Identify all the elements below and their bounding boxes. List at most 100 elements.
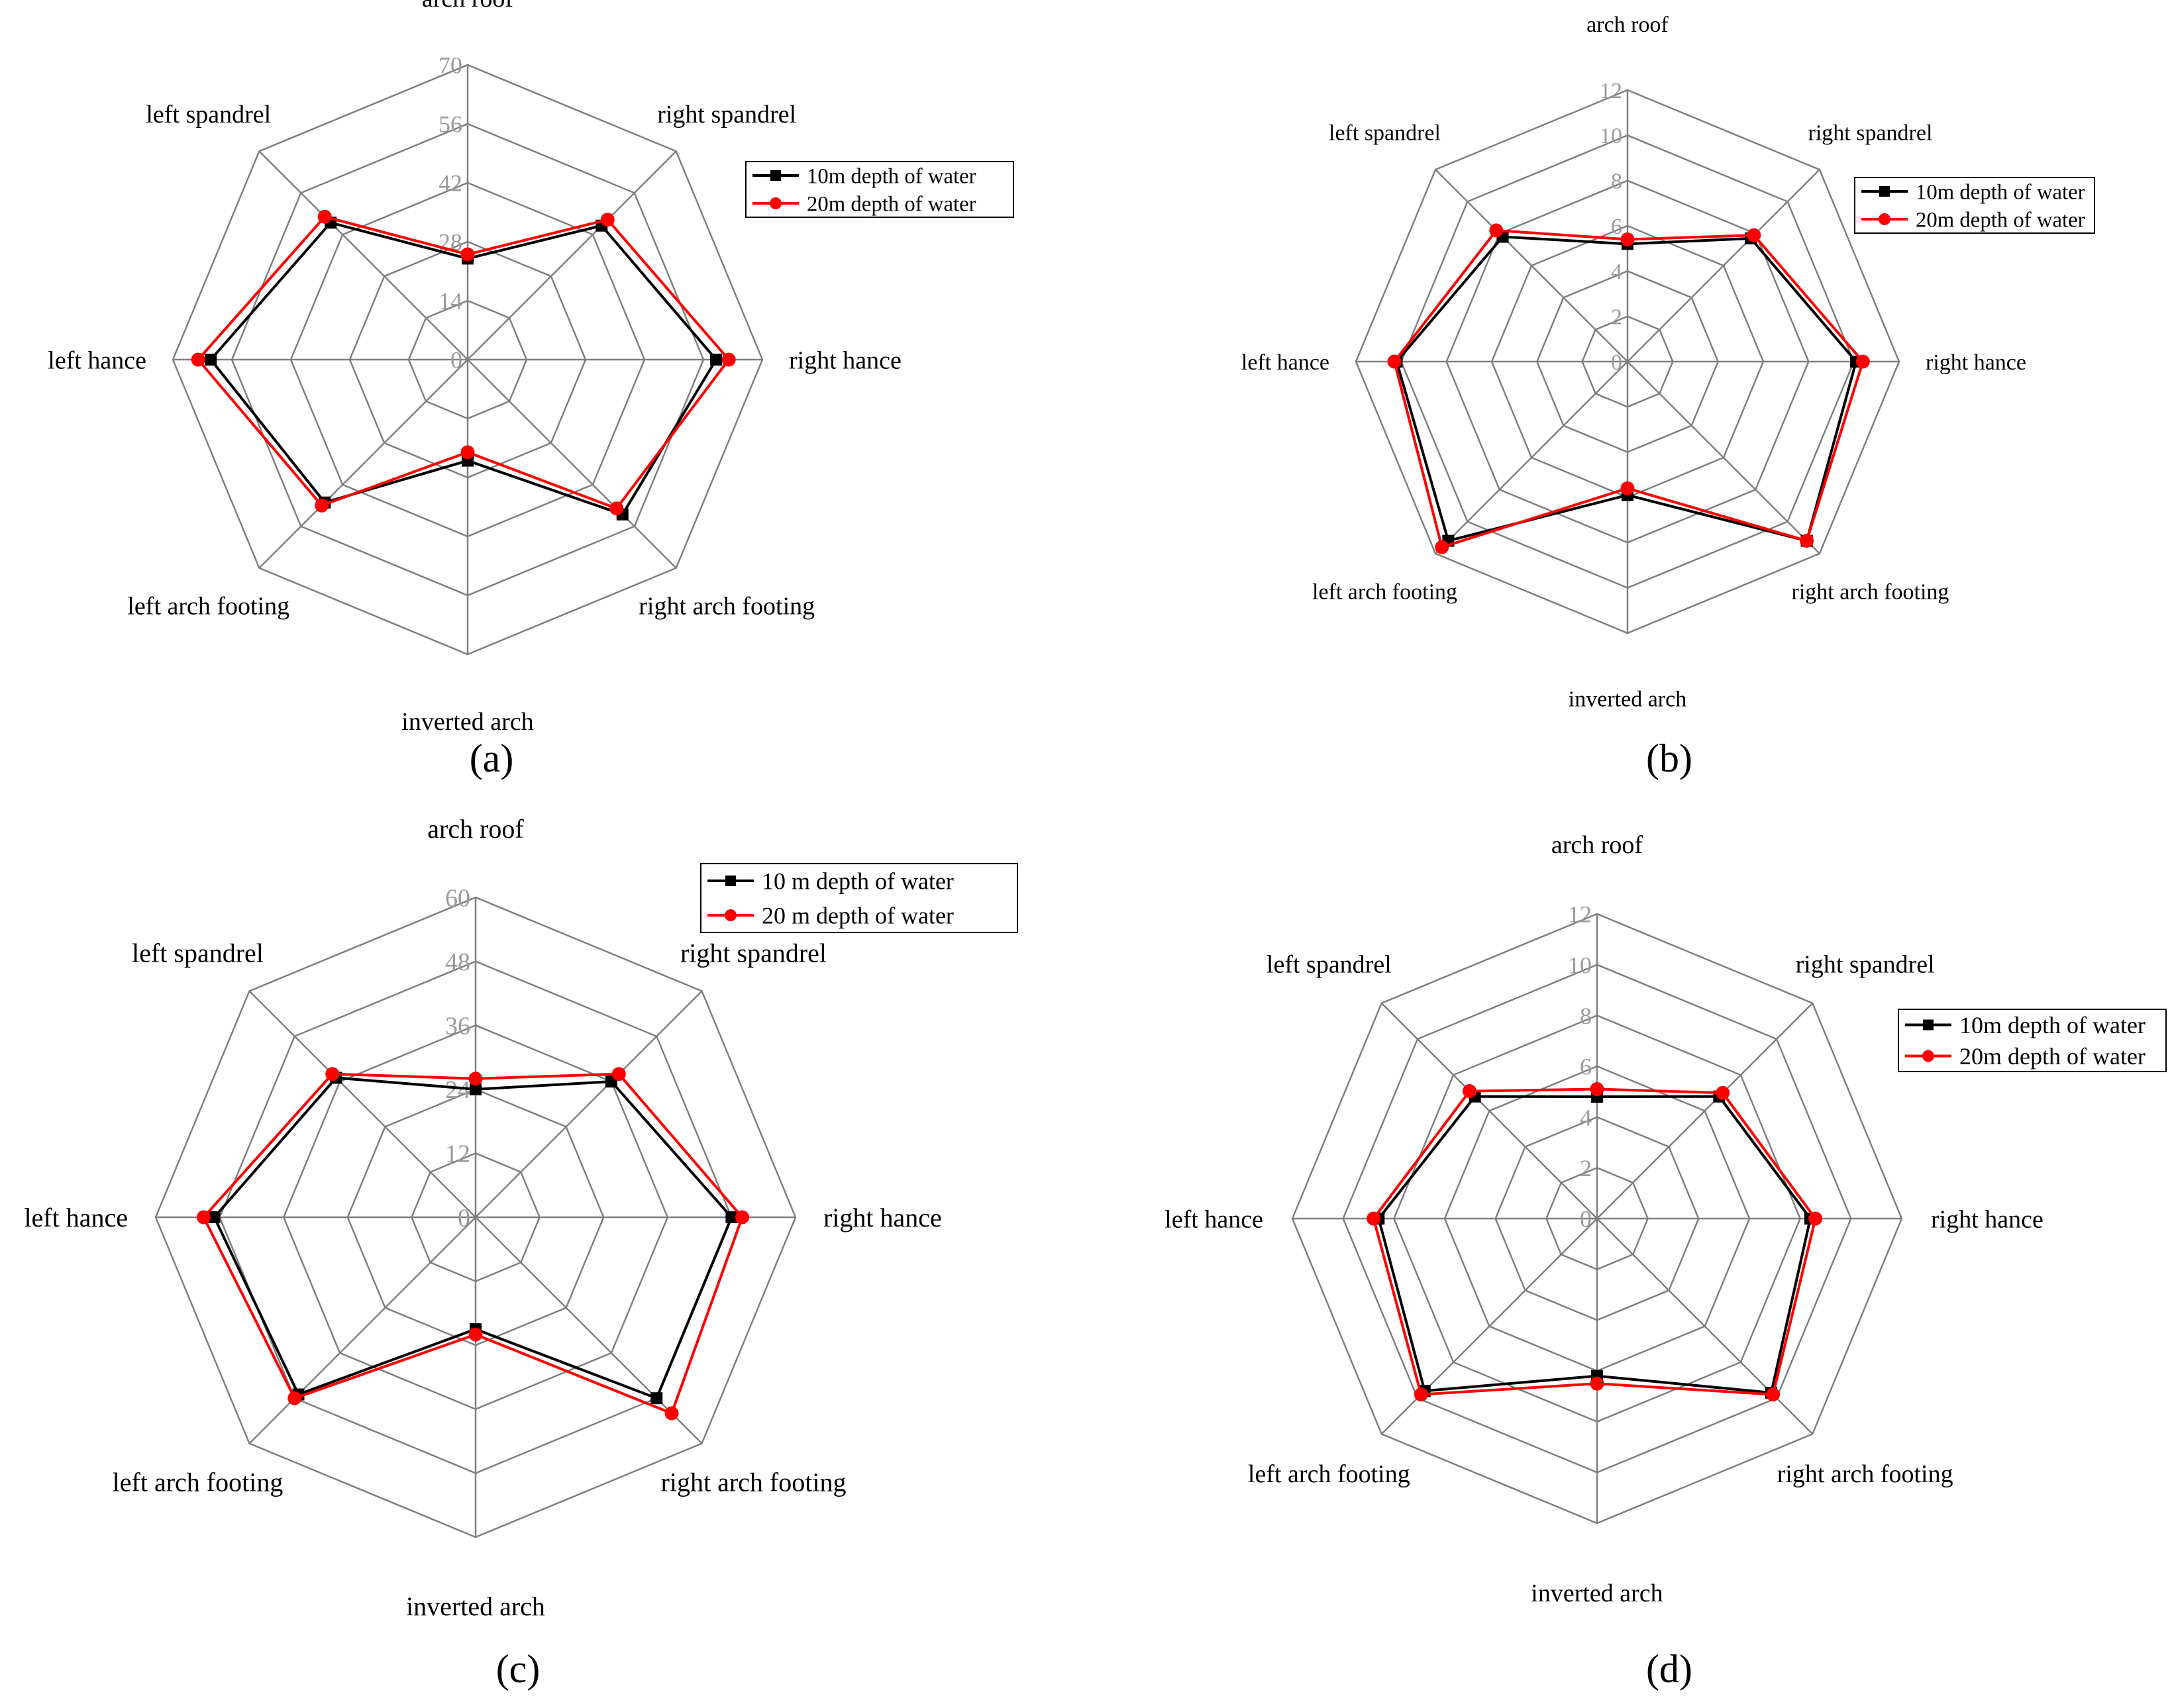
radial-tick-label: 8 — [1611, 170, 1622, 194]
data-point — [725, 1211, 738, 1223]
axis-spoke — [248, 1217, 476, 1444]
data-point — [1387, 354, 1402, 369]
legend-box — [700, 863, 1018, 933]
data-point — [1367, 1211, 1381, 1226]
data-point — [611, 1067, 626, 1081]
data-point — [609, 501, 624, 516]
data-point — [1747, 228, 1761, 242]
axis-spoke — [1380, 1218, 1598, 1435]
legend: 10m depth of water 20m depth of water — [1854, 177, 2095, 234]
data-point — [1800, 534, 1814, 548]
axis-label: right arch footing — [639, 593, 815, 621]
data-point — [460, 445, 475, 460]
data-point — [196, 1210, 211, 1225]
radial-tick-label: 70 — [439, 52, 462, 79]
axis-spoke — [248, 990, 476, 1218]
radial-tick-label: 0 — [458, 1204, 470, 1232]
legend-marker — [1922, 1050, 1934, 1062]
axis-spoke — [1380, 1002, 1598, 1219]
radial-tick-label: 0 — [450, 347, 462, 374]
axis-label: inverted arch — [1531, 1580, 1663, 1607]
axis-label: inverted arch — [1569, 687, 1686, 712]
axis-label: arch roof — [422, 0, 514, 13]
axis-label: right spandrel — [1796, 951, 1935, 979]
radial-tick-label: 0 — [1580, 1206, 1592, 1232]
legend-marker — [1923, 1019, 1934, 1030]
data-point — [664, 1406, 679, 1421]
axis-label: arch roof — [1551, 831, 1643, 859]
radial-tick-label: 60 — [445, 884, 470, 912]
axis-spoke — [258, 150, 468, 360]
radial-tick-label: 48 — [445, 948, 470, 976]
axis-label: left arch footing — [1312, 579, 1457, 604]
legend-entry: 20m depth of water — [807, 192, 976, 216]
data-point — [460, 247, 475, 262]
data-point — [287, 1391, 302, 1405]
data-point — [1620, 232, 1635, 246]
radar-panel-2: 0 2 4 6 8 10 12 arch roof right spandrel right ha… — [1241, 13, 2095, 780]
data-point — [1808, 1211, 1823, 1226]
axis-label: left spandrel — [146, 101, 271, 128]
radial-tick-label: 10 — [1600, 124, 1622, 148]
data-point — [650, 1392, 663, 1405]
axis-label: right spandrel — [680, 938, 827, 968]
axis-label: arch roof — [427, 814, 524, 844]
radial-tick-label: 12 — [1568, 901, 1592, 928]
panel-label: (a) — [470, 736, 514, 780]
axis-spoke — [1596, 1218, 1814, 1435]
data-point — [1414, 1387, 1428, 1402]
axis-spoke — [475, 1217, 703, 1444]
radial-tick-label: 42 — [439, 170, 462, 197]
radial-tick-label: 4 — [1580, 1104, 1592, 1130]
radial-tick-label: 6 — [1611, 215, 1622, 239]
data-point — [1716, 1085, 1730, 1100]
axis-spoke — [467, 150, 677, 360]
legend-entry: 10m depth of water — [807, 164, 976, 188]
axis-label: right hance — [789, 346, 902, 374]
legend-box — [745, 161, 1014, 218]
axis-label: arch roof — [1586, 13, 1669, 37]
legend-box — [1854, 177, 2095, 234]
data-point — [468, 1327, 483, 1342]
legend-entry: 10 m depth of water — [762, 868, 954, 895]
radar-panel-3: 0 12 24 36 48 60 arch roof right spandrel right … — [24, 814, 1018, 1691]
legend-box — [1898, 1009, 2167, 1072]
legend: 10m depth of water 20m depth of water — [1898, 1009, 2167, 1072]
radial-tick-label: 2 — [1611, 305, 1622, 330]
axis-label: left hance — [1241, 350, 1329, 375]
axis-label: left hance — [24, 1203, 128, 1232]
data-point — [1435, 540, 1449, 554]
data-point — [1855, 354, 1870, 369]
radial-tick-label: 0 — [1611, 350, 1622, 375]
data-point — [735, 1210, 749, 1225]
data-point — [600, 213, 615, 227]
legend: 10 m depth of water 20 m depth of water — [700, 863, 1018, 933]
axis-label: right hance — [1931, 1205, 2043, 1233]
panel-label: (c) — [496, 1647, 541, 1691]
axis-label: right hance — [1926, 350, 2026, 375]
axis-label: right hance — [823, 1203, 942, 1232]
data-point — [205, 354, 217, 366]
panel-label: (d) — [1646, 1647, 1692, 1691]
axis-spoke — [475, 990, 703, 1218]
radial-tick-label: 14 — [439, 288, 462, 315]
radial-tick-label: 4 — [1611, 260, 1622, 284]
data-point — [208, 1211, 221, 1223]
axis-label: left arch footing — [127, 593, 289, 621]
axis-spoke — [1435, 169, 1628, 362]
data-point — [1590, 1082, 1604, 1096]
axis-label: left spandrel — [1267, 951, 1392, 979]
axis-label: inverted arch — [401, 708, 533, 736]
axis-label: left arch footing — [1248, 1460, 1410, 1488]
axis-spoke — [467, 359, 677, 569]
data-point — [470, 1083, 482, 1095]
data-point — [1620, 481, 1635, 495]
axis-spoke — [258, 359, 468, 569]
axis-label: left arch footing — [113, 1468, 284, 1497]
data-point — [1590, 1376, 1604, 1391]
radial-tick-label: 12 — [1600, 79, 1622, 103]
legend-marker — [1879, 186, 1890, 197]
axis-label: right arch footing — [1792, 579, 1949, 604]
